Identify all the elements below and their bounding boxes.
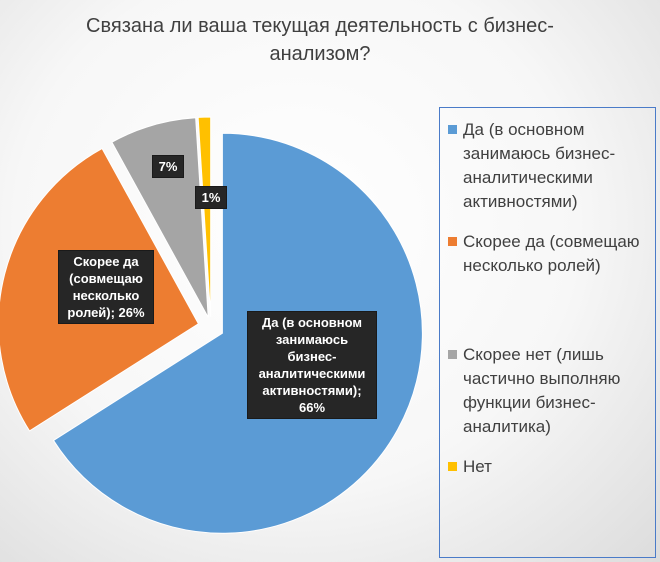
- legend-label-rather-no: Скорее нет (лишь частично выполняю функц…: [463, 345, 621, 436]
- legend-swatch-rather-no: [448, 350, 457, 359]
- legend-swatch-rather-yes: [448, 237, 457, 246]
- pie-slice-rather-no: [111, 117, 209, 318]
- legend-label-no: Нет: [463, 457, 492, 476]
- legend-label-rather-yes: Скорее да (совмещаю несколько ролей): [463, 232, 640, 275]
- data-label-rather-no: 7%: [152, 155, 184, 178]
- data-label-rather-yes: Скорее да (совмещаю несколько ролей); 26…: [58, 250, 154, 324]
- data-label-yes: Да (в основном занимаюсь бизнес-аналитич…: [247, 311, 377, 419]
- pie-slice-no: [197, 116, 212, 318]
- legend-item-rather-yes: Скорее да (совмещаю несколько ролей): [448, 230, 648, 278]
- legend-swatch-yes: [448, 125, 457, 134]
- legend-item-no: Нет: [448, 455, 648, 479]
- legend-item-rather-no: Скорее нет (лишь частично выполняю функц…: [448, 343, 648, 439]
- legend-label-yes: Да (в основном занимаюсь бизнес-аналитич…: [463, 120, 616, 211]
- legend: Да (в основном занимаюсь бизнес-аналитич…: [439, 107, 656, 558]
- pie-slice-yes: [52, 132, 423, 534]
- chart-title: Связана ли ваша текущая деятельность с б…: [86, 15, 554, 65]
- legend-swatch-no: [448, 462, 457, 471]
- data-label-no: 1%: [195, 186, 227, 209]
- legend-item-yes: Да (в основном занимаюсь бизнес-аналитич…: [448, 118, 648, 214]
